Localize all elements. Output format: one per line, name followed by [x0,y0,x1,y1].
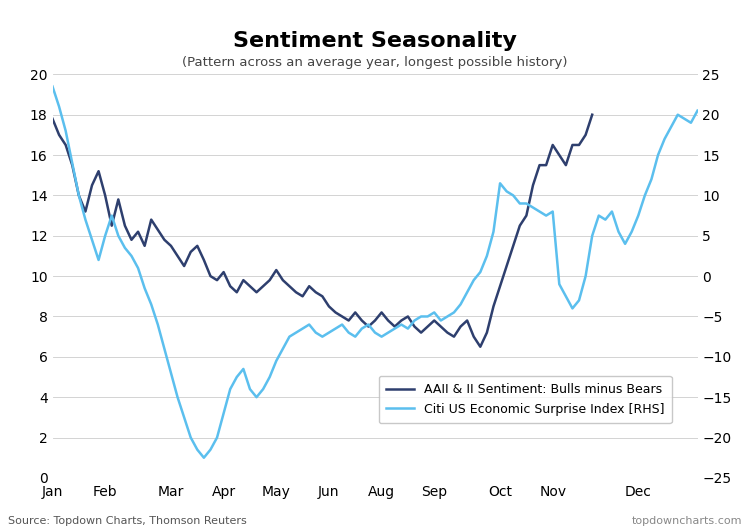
AAII & II Sentiment: Bulls minus Bears: (49, 7.8): Bulls minus Bears: (49, 7.8) [370,318,380,324]
AAII & II Sentiment: Bulls minus Bears: (59, 7.5): Bulls minus Bears: (59, 7.5) [436,323,445,330]
AAII & II Sentiment: Bulls minus Bears: (0, 17.8): Bulls minus Bears: (0, 17.8) [48,116,57,122]
AAII & II Sentiment: Bulls minus Bears: (17, 11.8): Bulls minus Bears: (17, 11.8) [160,237,169,243]
Line: Citi US Economic Surprise Index [RHS]: Citi US Economic Surprise Index [RHS] [53,87,698,458]
AAII & II Sentiment: Bulls minus Bears: (12, 11.8): Bulls minus Bears: (12, 11.8) [127,237,136,243]
Citi US Economic Surprise Index [RHS] [48,83,57,90]
Text: topdowncharts.com: topdowncharts.com [632,516,742,526]
Text: (Pattern across an average year, longest possible history): (Pattern across an average year, longest… [182,56,568,68]
Legend: AAII & II Sentiment: Bulls minus Bears, Citi US Economic Surprise Index [RHS]: AAII & II Sentiment: Bulls minus Bears, … [379,376,672,423]
AAII & II Sentiment: Bulls minus Bears: (5, 13.2): Bulls minus Bears: (5, 13.2) [81,208,90,215]
Citi US Economic Surprise Index [RHS] [206,447,215,453]
Citi US Economic Surprise Index [RHS] [561,293,570,299]
Citi US Economic Surprise Index [RHS] [397,321,406,328]
Text: Source: Topdown Charts, Thomson Reuters: Source: Topdown Charts, Thomson Reuters [8,516,246,526]
AAII & II Sentiment: Bulls minus Bears: (64, 7): Bulls minus Bears: (64, 7) [470,333,478,340]
Citi US Economic Surprise Index [RHS] [226,386,235,392]
Citi US Economic Surprise Index [RHS] [693,107,702,114]
Line: AAII & II Sentiment: Bulls minus Bears: AAII & II Sentiment: Bulls minus Bears [53,115,592,347]
Citi US Economic Surprise Index [RHS] [200,455,208,461]
AAII & II Sentiment: Bulls minus Bears: (82, 18): Bulls minus Bears: (82, 18) [588,112,597,118]
Title: Sentiment Seasonality: Sentiment Seasonality [233,31,517,50]
Citi US Economic Surprise Index [RHS] [377,333,386,340]
AAII & II Sentiment: Bulls minus Bears: (65, 6.5): Bulls minus Bears: (65, 6.5) [476,344,484,350]
Citi US Economic Surprise Index [RHS] [252,394,261,400]
